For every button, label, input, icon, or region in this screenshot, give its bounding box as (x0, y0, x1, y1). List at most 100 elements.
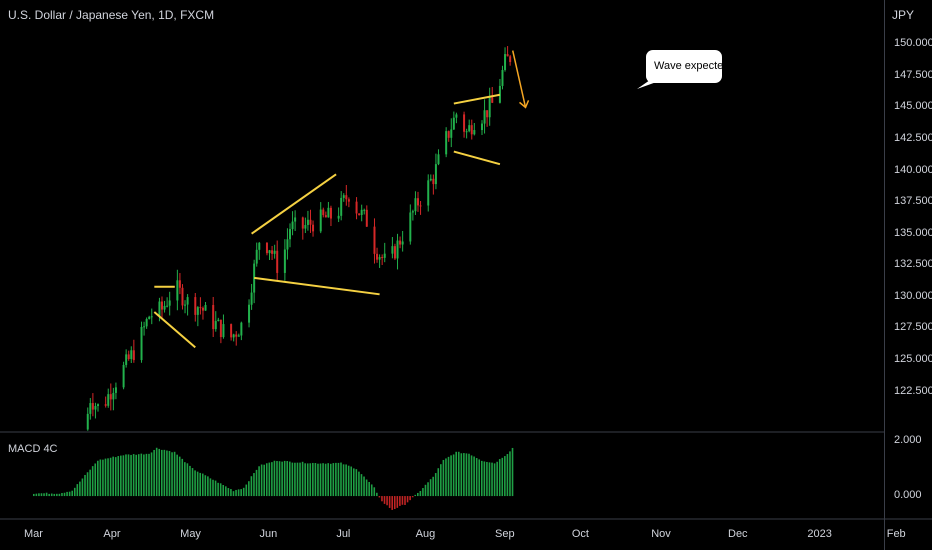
macd-bar (148, 453, 150, 497)
candle-body (283, 249, 286, 273)
candle-body (140, 326, 143, 361)
macd-bar (153, 449, 155, 497)
macd-bar (255, 469, 258, 497)
candle-body (437, 154, 440, 165)
callout-box (646, 50, 722, 83)
candle-body (255, 249, 258, 264)
macd-bar (176, 454, 178, 497)
macd-bar (278, 461, 281, 497)
macd-bar (143, 454, 145, 497)
candle-body (470, 125, 473, 135)
y-tick-label: 132.500 (894, 258, 932, 271)
y-tick-label: 137.500 (894, 195, 932, 208)
x-tick-label: Dec (728, 528, 748, 540)
macd-bar (473, 456, 475, 497)
candle-body (393, 246, 396, 259)
candle-body (122, 364, 125, 388)
candle-body (235, 334, 238, 337)
macd-bar (212, 479, 214, 497)
macd-bar (417, 492, 419, 497)
macd-bar (427, 482, 429, 497)
macd-bar (312, 462, 314, 497)
candle-body (201, 307, 204, 311)
macd-bar (447, 456, 450, 497)
macd-bar (222, 484, 225, 497)
macd-bar (68, 491, 71, 497)
macd-bar (225, 486, 227, 497)
macd-bar (120, 455, 122, 497)
candle-body (158, 301, 161, 317)
candle-body (378, 257, 381, 260)
macd-bar (166, 450, 168, 497)
candle-body (273, 250, 276, 254)
macd-bar (132, 454, 135, 497)
macd-bar (276, 460, 278, 497)
macd-bar (107, 458, 109, 497)
macd-bar (314, 463, 317, 497)
macd-bar (493, 463, 496, 497)
candle-body (501, 69, 504, 86)
x-tick-label: Aug (415, 528, 436, 540)
macd-bar (240, 489, 242, 497)
macd-bar (501, 457, 504, 497)
candle-body (176, 280, 179, 301)
candle-body (127, 354, 130, 360)
macd-bar (250, 476, 253, 497)
candle-body (396, 240, 399, 259)
candle-body (186, 297, 189, 305)
candle-body (132, 350, 135, 361)
macd-bar (253, 473, 255, 497)
macd-bar (368, 481, 370, 497)
macd-bar (102, 459, 104, 497)
candle-body (427, 180, 430, 206)
candle-body (94, 406, 97, 410)
macd-bar (358, 471, 360, 497)
macd-bar (125, 454, 127, 497)
y-tick-label: 127.500 (894, 321, 932, 334)
macd-bar (232, 491, 235, 497)
macd-bar (230, 489, 232, 497)
macd-bar (58, 493, 61, 497)
candle-body (450, 129, 453, 138)
forecast-arrowhead (519, 100, 530, 109)
macd-bar (291, 462, 294, 497)
candle-body (286, 239, 289, 250)
macd-bar (168, 450, 171, 497)
candle-body (232, 334, 235, 338)
macd-bar (186, 463, 189, 497)
candle-body (212, 305, 215, 330)
candle-body (291, 221, 294, 230)
macd-bar (127, 454, 130, 497)
candle-body (289, 229, 291, 240)
forecast-arrow (511, 50, 527, 108)
candle-body (204, 305, 207, 311)
x-tick-label: Jul (336, 528, 351, 540)
macd-bar (401, 496, 404, 505)
candle-body (429, 178, 432, 181)
macd-bar (457, 451, 460, 497)
macd-bar (411, 496, 414, 498)
candle-body (276, 250, 279, 273)
macd-bar (399, 496, 401, 506)
y-tick-label: 135.000 (894, 226, 932, 239)
macd-bar (196, 471, 199, 497)
macd-bar (496, 461, 498, 497)
macd-tick-label: 2.000 (894, 434, 922, 447)
candle-body (401, 241, 404, 245)
y-tick-label: 122.500 (894, 384, 932, 397)
macd-bar (381, 496, 383, 502)
macd-bar (363, 476, 365, 497)
candle-body (294, 217, 297, 222)
candle-body (327, 207, 330, 218)
candle-body (166, 305, 169, 307)
x-tick-label: Apr (103, 528, 121, 540)
macd-bar (189, 465, 191, 497)
candle-body (452, 117, 455, 130)
candle-body (419, 205, 422, 207)
candle-body (365, 209, 368, 227)
macd-bar (235, 489, 237, 497)
candle-body (222, 324, 225, 338)
candle-body (91, 403, 94, 410)
